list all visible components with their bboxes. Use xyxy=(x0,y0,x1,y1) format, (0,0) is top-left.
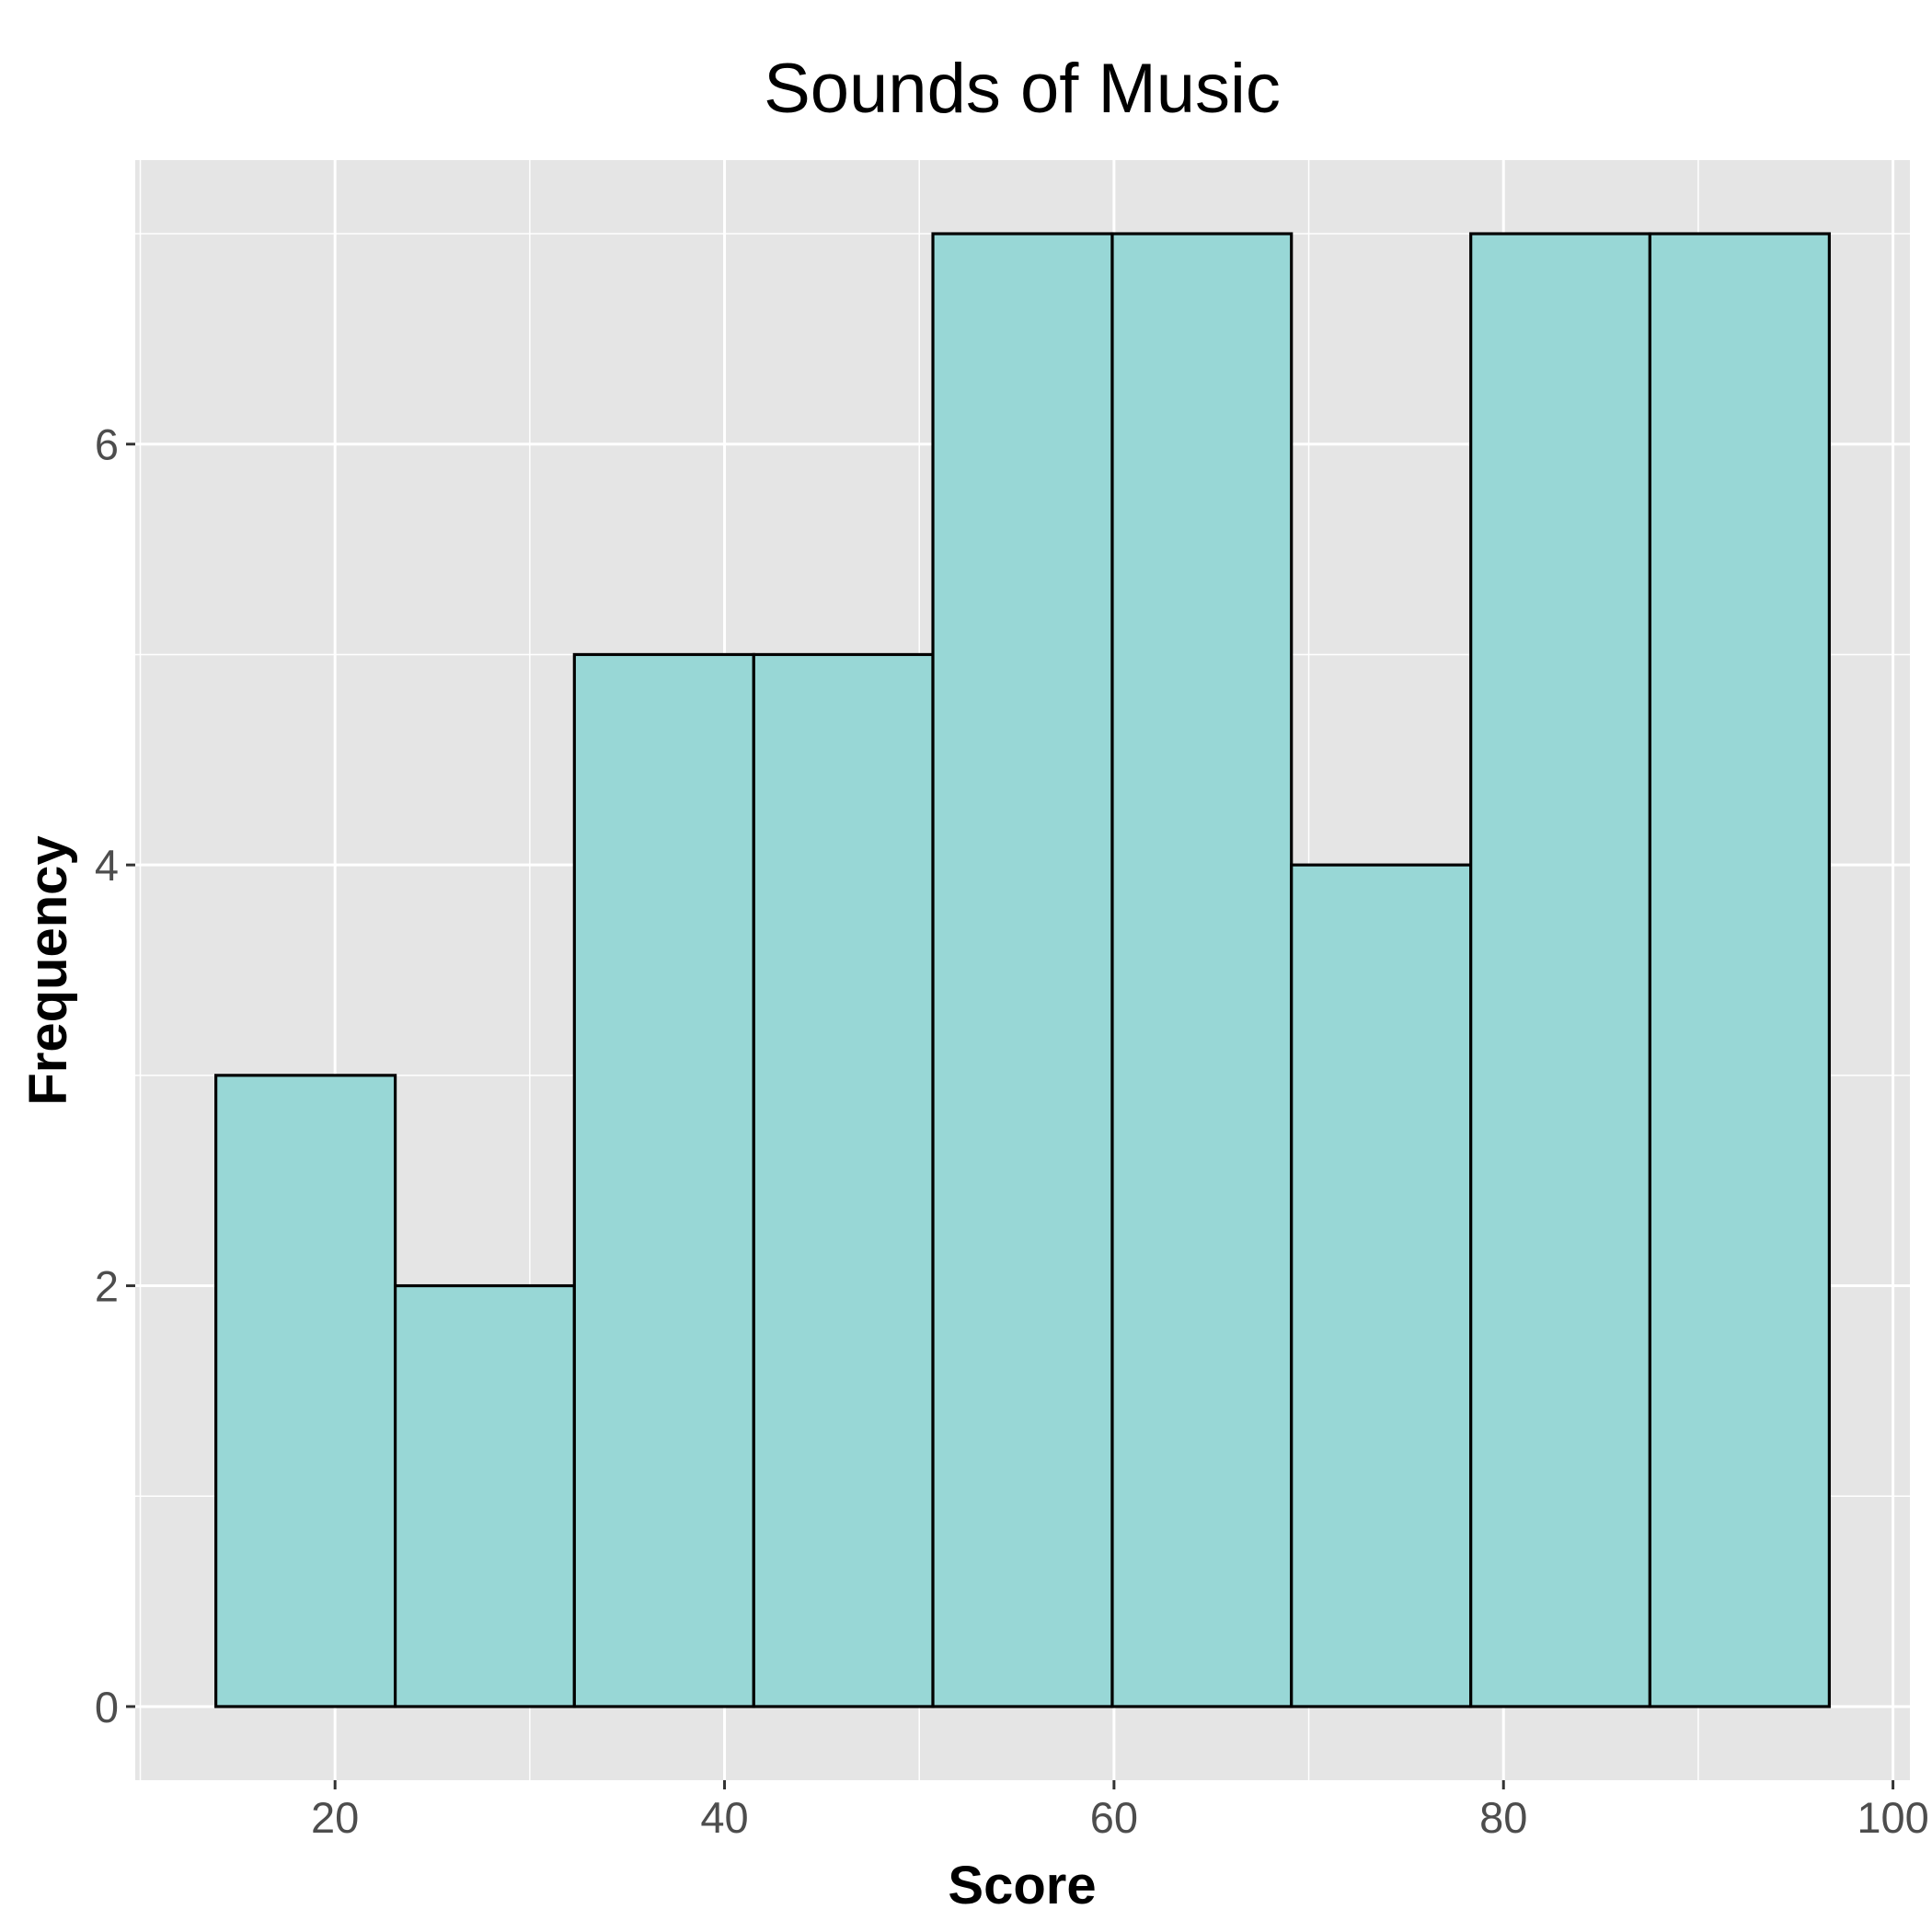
x-tick-label: 40 xyxy=(700,1793,748,1842)
y-tick-label: 2 xyxy=(95,1262,119,1311)
histogram-bar xyxy=(572,652,755,1708)
chart-title: Sounds of Music xyxy=(764,50,1281,128)
x-tick-label: 20 xyxy=(311,1793,359,1842)
x-axis-title: Score xyxy=(948,1856,1096,1915)
y-tick-label: 6 xyxy=(95,420,119,469)
histogram-bar xyxy=(214,1074,397,1708)
x-tick-label: 80 xyxy=(1479,1793,1527,1842)
histogram-bar xyxy=(931,232,1114,1708)
histogram-bar xyxy=(1290,863,1473,1708)
x-tick-label: 100 xyxy=(1857,1793,1928,1842)
histogram-bar xyxy=(1469,232,1652,1708)
histogram-bar xyxy=(393,1283,576,1708)
x-axis-ticks: 20 40 60 80 100 xyxy=(311,1780,1929,1842)
y-axis-ticks: 0 2 4 6 xyxy=(95,420,135,1731)
y-axis-title: Frequency xyxy=(18,835,78,1105)
histogram-bar xyxy=(1648,232,1831,1708)
histogram-bar xyxy=(752,652,935,1708)
x-tick-label: 60 xyxy=(1090,1793,1138,1842)
y-tick-label: 0 xyxy=(95,1683,119,1731)
histogram-bars xyxy=(214,232,1831,1708)
y-tick-label: 4 xyxy=(95,841,119,890)
histogram-bar xyxy=(1110,232,1294,1708)
